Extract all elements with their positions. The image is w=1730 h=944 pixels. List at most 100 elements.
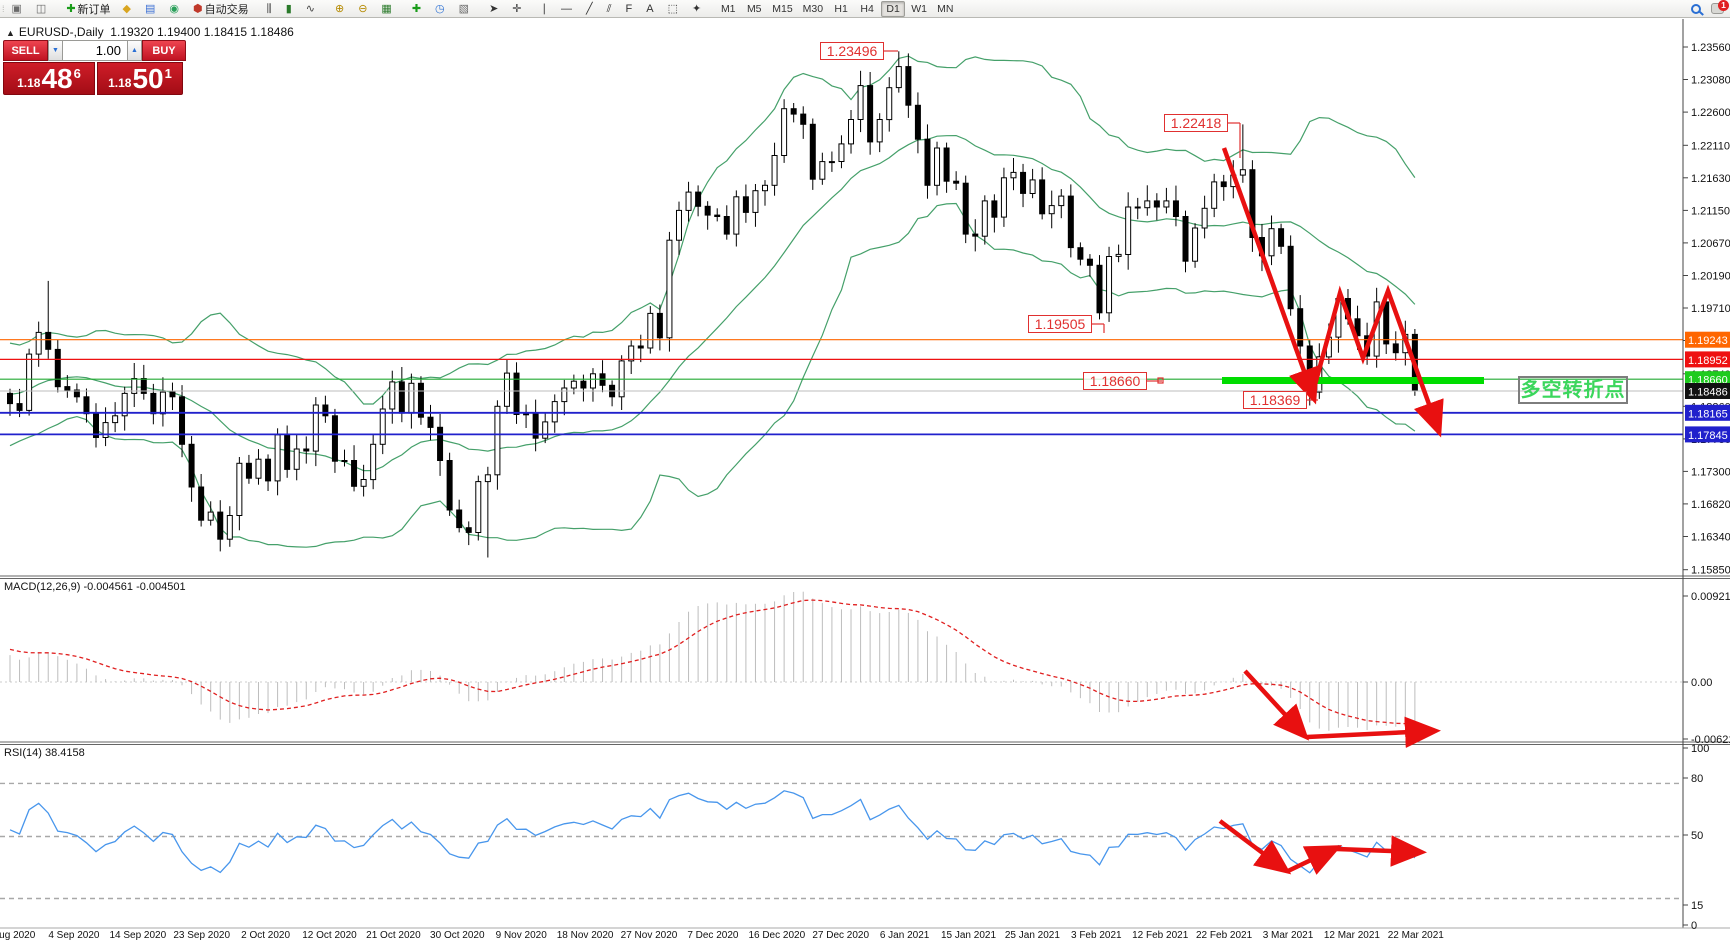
candle-body [962,182,969,235]
date-label: 22 Feb 2021 [1196,930,1253,941]
candle-body [1134,206,1141,209]
pivot-point-note[interactable]: 多空转折点 [1518,376,1628,404]
line-style-icon[interactable]: ∿ [301,1,322,17]
chat-icon[interactable]: 1 [1711,0,1729,14]
candle-body [1220,181,1227,188]
timeframe-d1[interactable]: D1 [881,0,906,17]
new-order-button[interactable]: ✚ 新订单 [61,1,115,17]
candle-body [140,378,147,394]
volume-input[interactable]: 1.00 [63,40,127,61]
crosshair-icon[interactable]: ✛ [507,1,528,17]
zoom-in-icon[interactable]: ⊕ [330,1,351,17]
trend-arrow[interactable] [1306,716,1441,749]
timeframe-m15[interactable]: M15 [772,2,793,15]
arrows-icon: ✦ [692,2,702,15]
sell-price-big: 48 [41,63,73,94]
sell-button[interactable]: SELL [3,40,48,61]
vline-icon[interactable]: ∣ [537,1,555,17]
candle-body [7,392,13,405]
arrows-icon[interactable]: ✦ [687,1,708,17]
date-label: 21 Oct 2020 [366,930,421,941]
period-icon[interactable]: ◷ [430,1,452,17]
price-annotation-flag[interactable]: 1.19505 [1028,315,1092,333]
label-icon[interactable]: ⬚ [663,1,685,17]
zoom-out-icon[interactable]: ⊖ [353,1,374,17]
auto-trading-button[interactable]: ⬢ 自动交易 [188,1,254,17]
line-style-icon: ∿ [305,2,315,15]
search-icon[interactable] [1691,3,1701,14]
timeframe-h1[interactable]: H1 [834,2,848,15]
candle-body [1172,200,1179,217]
sell-price-sup: 6 [73,66,81,81]
candle-body [953,180,960,184]
trend-arrow[interactable] [1243,669,1310,741]
candle-body [83,396,90,415]
fibonacci-icon[interactable]: F [621,1,640,17]
trend-arrow[interactable] [1218,819,1292,875]
candle-body [1211,181,1218,209]
candle-body [226,515,233,540]
candle-body [914,104,921,140]
price-tick-label: 1.19710 [1691,303,1730,315]
candle-body [207,511,214,521]
channel-icon[interactable]: ⫽ [602,1,619,17]
candle-body [800,113,807,125]
buy-button[interactable]: BUY [142,40,186,61]
support-zone-bar[interactable] [1222,377,1484,384]
sell-price-button[interactable]: 1.18 48 6 [3,62,95,95]
date-label: 30 Oct 2020 [430,930,485,941]
bollinger-upper [9,55,1416,405]
cursor-icon[interactable]: ➤ [484,1,505,17]
timeframe-m1[interactable]: M1 [720,2,736,15]
macd-tick-label: 0.00 [1691,677,1712,689]
candle-body [150,392,157,415]
chart-profile-icon[interactable]: ◫ [31,1,53,17]
candle-body [867,85,874,143]
collapse-icon[interactable]: ▲ [6,28,15,38]
candle-body [943,147,950,182]
candle-body [1086,258,1093,266]
timeframe-m5[interactable]: M5 [746,2,762,15]
buy-price-button[interactable]: 1.18 50 1 [97,62,183,95]
label-icon: ⬚ [667,2,679,15]
tile-windows-icon[interactable]: ▦ [376,1,398,17]
timeframe-h4[interactable]: H4 [860,2,874,15]
date-label: 18 Nov 2020 [557,930,614,941]
profiles-icon[interactable]: ◆ [118,1,138,17]
candle-body [1163,200,1170,208]
trend-arrow[interactable] [1336,835,1427,867]
notification-badge: 1 [1718,0,1729,11]
candle-body [408,382,415,414]
timeframe-w1[interactable]: W1 [911,2,927,15]
date-label: 12 Mar 2021 [1324,930,1381,941]
indicators-icon[interactable]: ✚ [407,1,428,17]
bollinger-middle [9,134,1416,472]
trend-arrow[interactable] [1310,284,1444,438]
trend-arrow[interactable] [1221,147,1319,405]
candle-body [446,460,453,511]
candles-style-icon[interactable]: ▮ [281,1,299,17]
text-icon[interactable]: A [641,1,660,17]
new-window-icon[interactable]: ▣ [7,1,29,17]
price-tick-label: 1.20190 [1691,271,1730,283]
price-annotation-flag[interactable]: 1.18660 [1083,372,1147,390]
volume-increase-button[interactable]: ▲ [127,40,142,61]
price-annotation-flag[interactable]: 1.18369 [1243,391,1307,409]
date-label: 12 Oct 2020 [302,930,357,941]
signals-icon[interactable]: ◉ [164,1,186,17]
templates-icon[interactable]: ▧ [454,1,476,17]
price-annotation-flag[interactable]: 1.22418 [1164,114,1228,132]
candle-body [714,214,721,218]
timeframe-m30[interactable]: M30 [802,2,824,15]
volume-decrease-button[interactable]: ▼ [48,40,63,61]
trendline-icon[interactable]: ╱ [581,1,600,17]
hline-icon[interactable]: ― [556,1,579,17]
price-badge-label: 1.17845 [1688,430,1728,442]
market-watch-icon[interactable]: ▤ [140,1,162,17]
price-annotation-flag[interactable]: 1.23496 [820,42,884,60]
bars-style-icon[interactable]: ⫼ [262,1,279,17]
trend-arrow[interactable] [1287,845,1343,875]
timeframe-mn[interactable]: MN [937,2,954,15]
